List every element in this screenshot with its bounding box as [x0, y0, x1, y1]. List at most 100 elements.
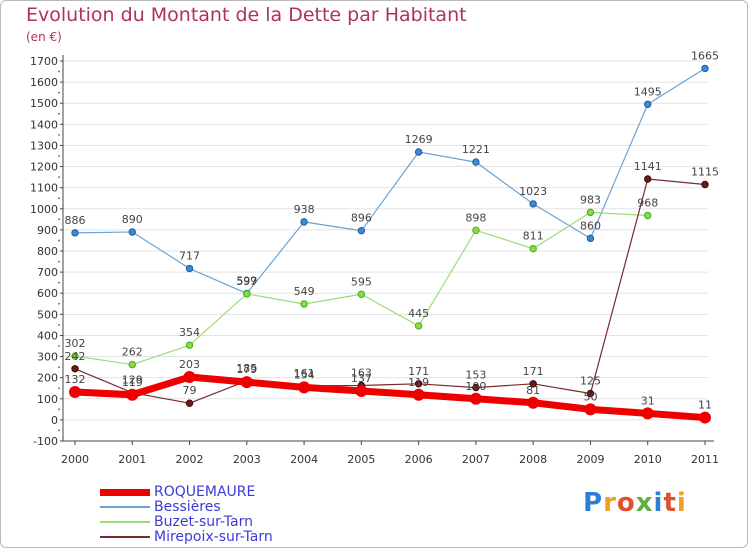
- data-label: 119: [122, 376, 143, 389]
- data-label: 1495: [634, 85, 662, 98]
- data-point: [71, 229, 79, 237]
- x-tick-label: 2010: [634, 453, 662, 466]
- data-label: 860: [580, 219, 601, 232]
- data-label: 79: [183, 384, 197, 397]
- x-tick-label: 2002: [176, 453, 204, 466]
- data-point: [240, 376, 253, 389]
- data-label: 179: [236, 363, 257, 376]
- series-line-ROQUEMAURE: [71, 373, 709, 422]
- data-label: 597: [236, 275, 257, 288]
- y-tick-label: 700: [37, 266, 58, 279]
- x-tick-label: 2000: [61, 453, 89, 466]
- data-point: [527, 396, 540, 409]
- y-tick-label: 1000: [30, 203, 58, 216]
- brand-letter: o: [616, 488, 636, 518]
- data-label: 242: [65, 350, 86, 363]
- data-label: 1115: [691, 166, 719, 179]
- data-label: 81: [526, 384, 540, 397]
- y-tick-label: 300: [37, 351, 58, 364]
- data-label: 717: [179, 250, 200, 263]
- data-point: [414, 148, 423, 156]
- data-point: [469, 392, 482, 405]
- data-label: 132: [65, 373, 86, 386]
- data-label: 161: [294, 367, 315, 380]
- data-point: [128, 228, 136, 236]
- y-tick-label: 600: [37, 287, 58, 300]
- y-tick-label: 0: [51, 414, 58, 427]
- data-label: 938: [294, 203, 315, 216]
- data-label: 171: [408, 365, 429, 378]
- data-point: [584, 403, 597, 416]
- data-label: 1141: [634, 160, 662, 173]
- data-label: 129: [122, 374, 143, 387]
- data-point: [414, 380, 423, 388]
- data-point: [641, 407, 654, 420]
- data-point: [300, 300, 308, 308]
- data-label: 119: [408, 376, 429, 389]
- y-tick-label: 900: [37, 224, 58, 237]
- data-label: 983: [580, 193, 601, 206]
- data-label: 1665: [691, 49, 719, 62]
- y-tick-label: 1500: [30, 97, 58, 110]
- data-label: 1023: [519, 185, 547, 198]
- brand-letter: r: [603, 488, 617, 518]
- data-point: [472, 226, 480, 235]
- x-tick-label: 2004: [290, 453, 318, 466]
- data-label: 185: [236, 362, 257, 375]
- axis-minor-mark: [58, 70, 60, 73]
- y-tick-label: -100: [33, 435, 58, 448]
- data-label: 1269: [405, 133, 433, 146]
- data-label: 1221: [462, 143, 490, 156]
- data-point: [529, 380, 537, 388]
- axis-minor-mark: [58, 366, 60, 369]
- data-point: [644, 175, 652, 183]
- brand-letter: i: [676, 488, 687, 518]
- data-label: 203: [179, 358, 200, 371]
- data-point: [586, 234, 595, 243]
- data-label: 163: [351, 366, 372, 379]
- axis-minor-mark: [58, 302, 60, 305]
- series-line-Buzet-sur-Tarn: [74, 211, 649, 366]
- chart-unit-label: (en €): [26, 30, 62, 44]
- data-label: 968: [637, 197, 658, 210]
- y-tick-label: 1400: [30, 118, 58, 131]
- data-point: [71, 352, 79, 360]
- axis-minor-mark: [58, 133, 60, 136]
- data-point: [472, 383, 480, 392]
- data-label: 549: [294, 285, 315, 298]
- x-tick-label: 2007: [462, 453, 490, 466]
- axis-minor-mark: [58, 387, 60, 390]
- data-point: [355, 384, 368, 397]
- data-point: [243, 290, 251, 298]
- data-point: [126, 388, 139, 401]
- y-tick-label: 500: [37, 308, 58, 321]
- y-tick-label: 400: [37, 329, 58, 342]
- data-point: [183, 371, 196, 384]
- axis-minor-mark: [58, 281, 60, 284]
- data-label: 125: [580, 375, 601, 388]
- data-label: 11: [698, 399, 712, 412]
- data-point: [414, 322, 423, 330]
- data-label: 896: [351, 212, 372, 225]
- data-label: 811: [523, 230, 544, 243]
- data-label: 262: [122, 346, 143, 359]
- chart-title: Evolution du Montant de la Dette par Hab…: [26, 4, 467, 26]
- y-tick-label: 100: [37, 393, 58, 406]
- data-label: 137: [351, 372, 372, 385]
- brand-letter: P: [583, 488, 604, 518]
- data-label: 599: [236, 274, 257, 287]
- axis-minor-mark: [58, 91, 60, 94]
- x-tick-label: 2009: [576, 453, 604, 466]
- brand-letter: x: [635, 488, 654, 518]
- data-point: [185, 264, 194, 273]
- axis-minor-mark: [58, 429, 60, 432]
- data-point: [529, 244, 537, 253]
- axis-minor-mark: [58, 176, 60, 179]
- data-label: 100: [465, 380, 486, 393]
- legend-swatch: [100, 488, 150, 496]
- legend-label: Mirepoix-sur-Tarn: [154, 529, 273, 545]
- data-point: [529, 200, 537, 208]
- data-point: [71, 365, 79, 373]
- axis-minor-mark: [58, 408, 60, 411]
